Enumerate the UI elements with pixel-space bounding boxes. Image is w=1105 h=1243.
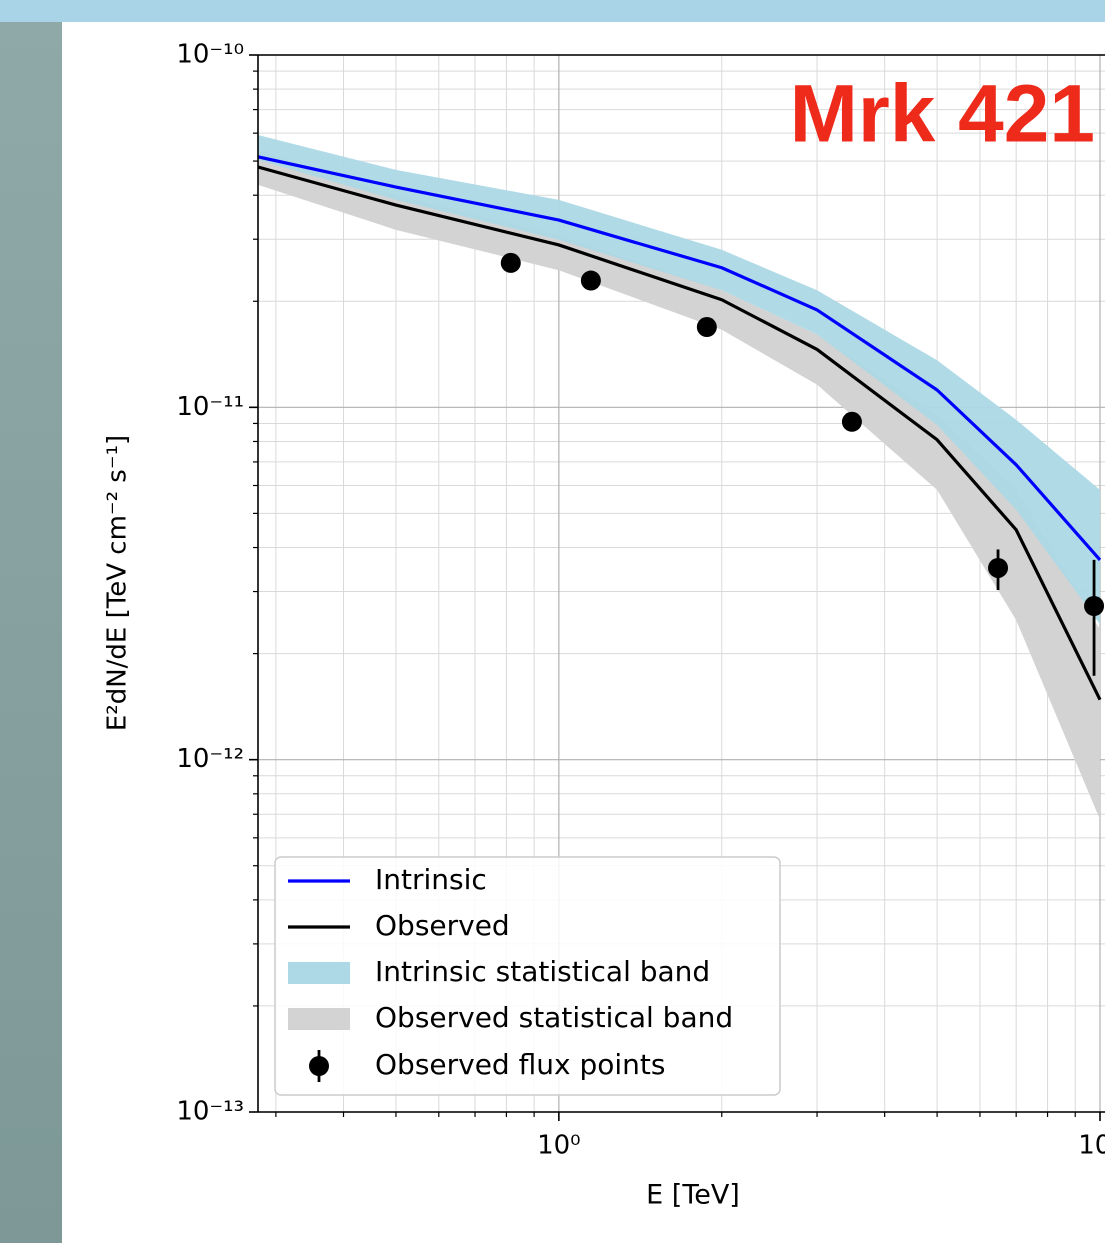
- page: E [TeV] E²dN/dE [TeV cm⁻² s⁻¹] Mrk 421 I…: [0, 0, 1105, 1243]
- y-tick-label: 10⁻¹¹: [176, 392, 244, 422]
- y-tick-label: 10⁻¹⁰: [176, 40, 244, 70]
- flux-point: [581, 271, 601, 291]
- legend-label: Observed statistical band: [375, 1001, 733, 1034]
- legend-swatch: [288, 962, 350, 984]
- flux-point: [1084, 596, 1104, 616]
- chart: E [TeV] E²dN/dE [TeV cm⁻² s⁻¹] Mrk 421 I…: [0, 0, 1105, 1243]
- flux-point: [842, 412, 862, 432]
- y-tick-label: 10⁻¹³: [176, 1097, 244, 1127]
- flux-point: [697, 317, 717, 337]
- y-tick-label: 10⁻¹²: [176, 744, 244, 774]
- x-tick-label: 10¹: [1078, 1131, 1105, 1161]
- y-axis-label: E²dN/dE [TeV cm⁻² s⁻¹]: [103, 435, 133, 731]
- x-tick-label: 10⁰: [537, 1131, 581, 1161]
- chart-title: Mrk 421: [790, 69, 1095, 160]
- legend-label: Intrinsic statistical band: [375, 955, 710, 988]
- legend-label: Observed: [375, 909, 510, 942]
- x-axis-label: E [TeV]: [646, 1180, 740, 1211]
- legend-marker: [309, 1056, 329, 1076]
- flux-point: [501, 253, 521, 273]
- plot-area: [258, 135, 1104, 820]
- legend-label: Intrinsic: [375, 863, 487, 896]
- legend-swatch: [288, 1008, 350, 1030]
- legend-label: Observed flux points: [375, 1048, 665, 1081]
- flux-point: [988, 558, 1008, 578]
- legend: Intrinsic Observed Intrinsic statistical b…: [275, 857, 780, 1095]
